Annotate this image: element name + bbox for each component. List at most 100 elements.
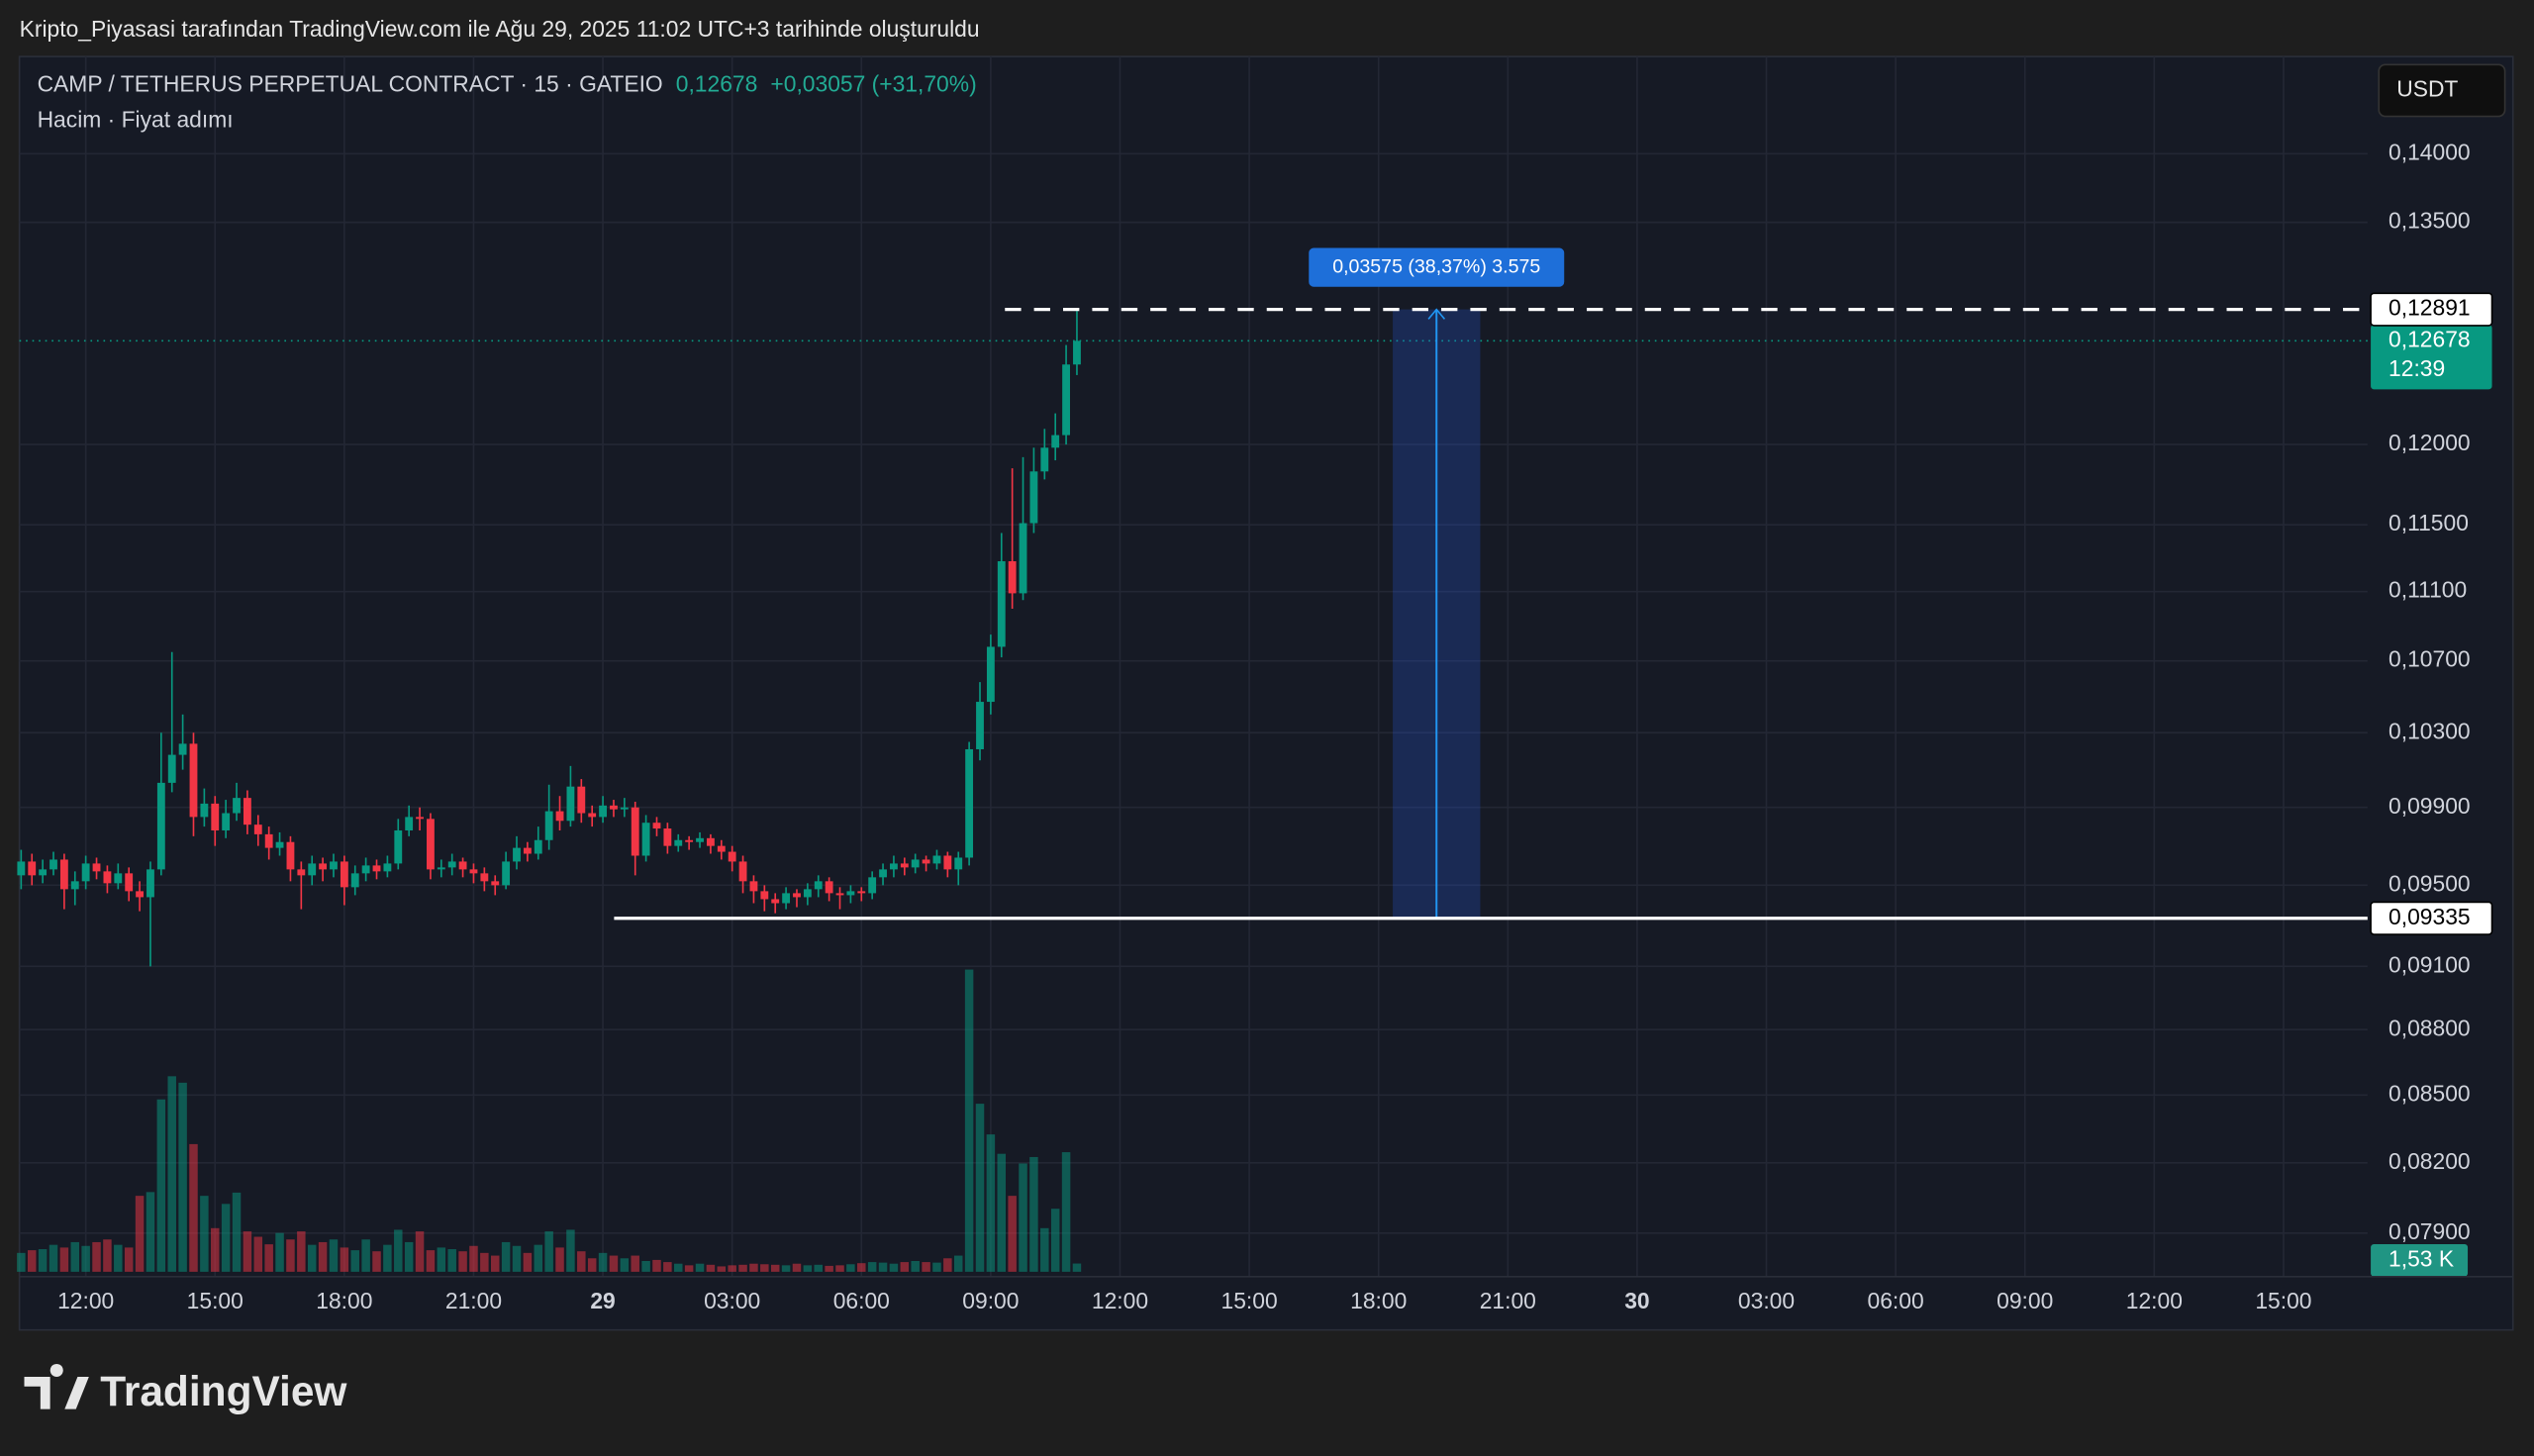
candle-body [900,863,909,868]
y-tick-label: 0,08200 [2388,1148,2471,1174]
x-tick-label: 12:00 [2126,1288,2183,1313]
candle-body [125,873,134,892]
candle-body [59,859,68,890]
candle-body [544,811,553,840]
candle-body [555,811,564,822]
candle-body [469,869,478,874]
currency-button[interactable] [2378,63,2506,118]
volume-bar [372,1251,381,1272]
candle-body [835,893,844,896]
x-tick-label: 30 [1624,1288,1649,1313]
x-tick-label: 06:00 [833,1288,890,1313]
candle-body [1073,340,1081,365]
candle-body [803,889,812,898]
volume-bar [544,1231,553,1272]
candle-body [534,839,542,854]
volume-bar [17,1252,26,1272]
candle-body [394,829,403,864]
candle-body [997,561,1006,647]
candle-body [825,881,833,894]
overlay: 0,12678 12:39 0,03575 (38,37%) 3.575 0,1289… [19,247,2493,1277]
candle-body [782,893,791,904]
volume-bar [253,1236,263,1272]
volume-bar [674,1263,683,1272]
volume-bar [458,1251,467,1272]
x-tick-label: 15:00 [2255,1288,2311,1313]
volume-bar [943,1258,952,1272]
y-tick-label: 0,14000 [2388,139,2471,164]
y-tick-label: 0,13500 [2388,208,2471,234]
volume-bar [480,1252,489,1272]
candle-body [81,863,90,882]
y-tick-label: 0,11100 [2388,577,2467,603]
candle-body [103,871,112,884]
brand: TradingView [100,1368,347,1414]
volume-bar [512,1245,522,1272]
volume-bar [415,1231,425,1272]
candle-body [814,881,823,890]
candle-body [17,861,26,876]
candle-body [954,857,963,870]
candle-body [189,743,198,818]
volume-bar [59,1247,69,1272]
candle-body [857,891,866,894]
volume-bar [437,1247,446,1272]
volume-bar [70,1241,80,1272]
volume-bar [167,1076,176,1272]
candle-body [200,803,209,818]
volume-bar [631,1255,639,1272]
volume-bar [146,1192,155,1272]
volume-bar [221,1204,231,1272]
volume-bar [728,1265,736,1272]
volume-bar [577,1251,586,1272]
candle-body [868,877,877,894]
volume-bar [695,1263,705,1272]
volume-bar [1040,1227,1049,1272]
candle-body [178,743,187,755]
price-line-box [2370,292,2493,327]
candle-body [458,861,467,870]
volume-bar [350,1250,359,1272]
candle-body [92,863,101,872]
indicators: Hacim · Fiyat adımı [38,106,234,132]
price-line-label: 0,12891 [2388,295,2471,321]
candle-body [383,863,392,872]
candle-body [911,859,920,868]
volume-bar [1019,1163,1027,1272]
candle-body [922,859,930,864]
volume-bar [38,1249,48,1272]
header-price: 0,12678 [676,71,758,97]
volume-bar [964,969,974,1272]
volume-bar [361,1239,370,1272]
volume-bar [501,1241,511,1272]
candle-body [297,869,306,876]
candle-body [167,754,176,783]
y-tick-label: 0,09500 [2388,870,2471,896]
y-tick-label: 0,08500 [2388,1080,2471,1106]
candle-body [965,748,974,858]
volume-bar [652,1259,661,1272]
x-tick-label: 03:00 [704,1288,760,1313]
candle-body [114,873,123,884]
volume-bar [189,1143,198,1272]
candle-body [286,841,295,870]
volume-bar [264,1244,273,1272]
volume-bar [1061,1152,1071,1272]
volume-bar [814,1264,823,1272]
x-tick-label: 03:00 [1738,1288,1795,1313]
legend-header: CAMP / TETHERUS PERPETUAL CONTRACT · 15 … [38,71,977,97]
volume-bar [404,1241,414,1272]
candle-body [39,869,48,876]
volume-bar [178,1082,187,1272]
candle-body [136,891,144,898]
candle-body [222,813,231,830]
candle-body [233,798,241,814]
volume-bar [534,1244,543,1272]
candle-body [308,863,317,876]
candle-body [49,859,57,870]
candle-body [1029,471,1038,524]
x-tick-label: 12:00 [1092,1288,1148,1313]
currency-label[interactable]: USDT [2396,75,2458,101]
